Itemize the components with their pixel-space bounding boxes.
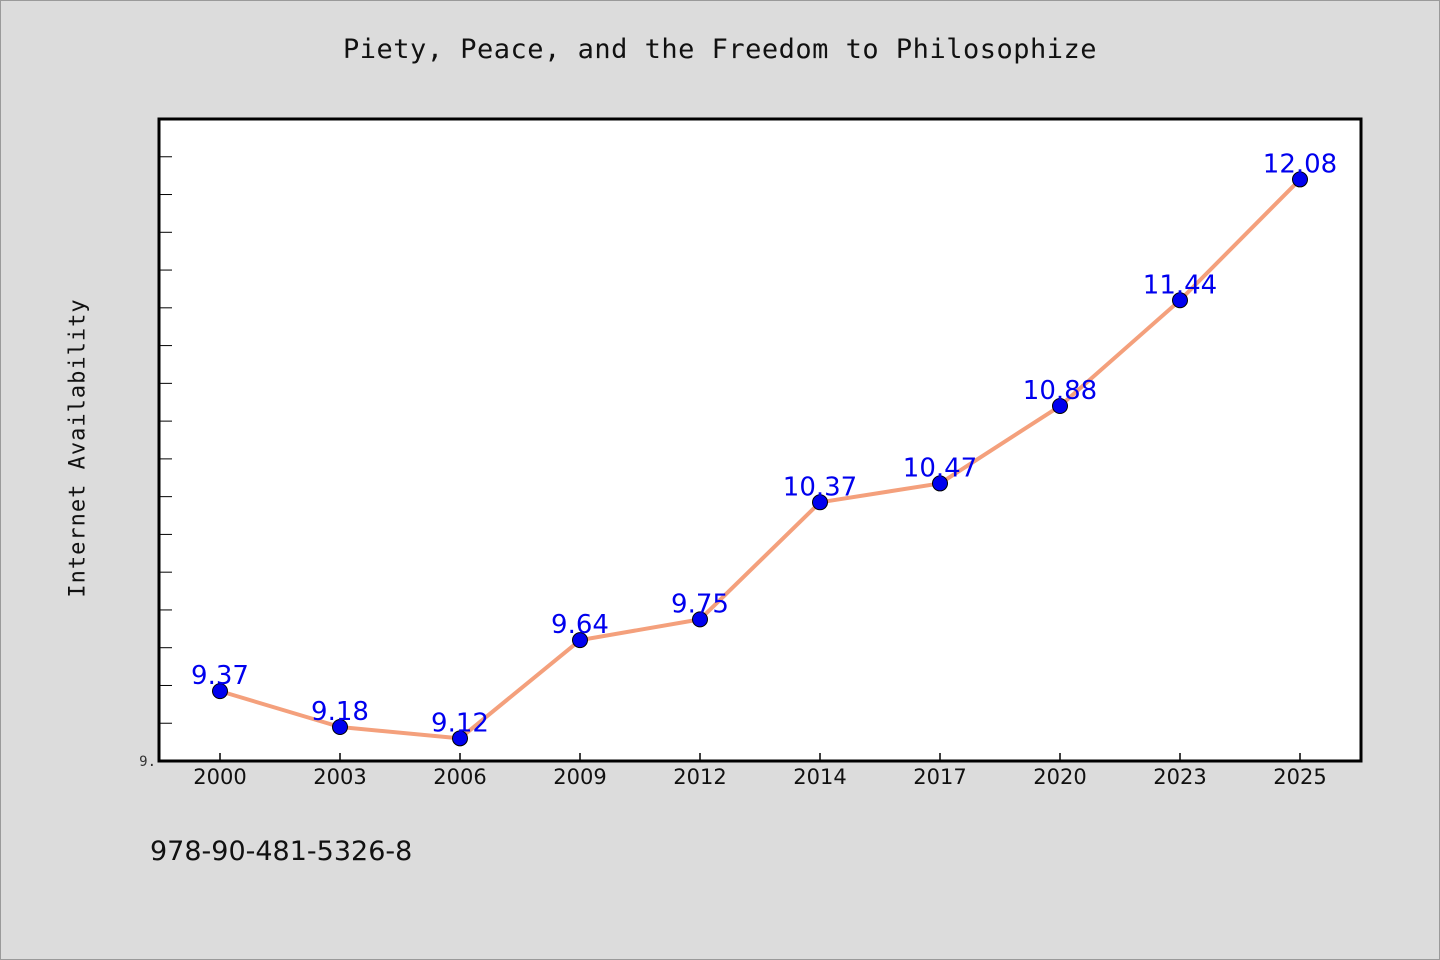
data-point [1292, 171, 1308, 188]
data-point [692, 611, 708, 628]
data-point [572, 632, 588, 649]
data-label: 9.37 [191, 661, 249, 691]
isbn-text: 978-90-481-5326-8 [150, 836, 413, 867]
x-tick-label: 2020 [1033, 765, 1086, 789]
data-label: 10.37 [783, 472, 857, 502]
x-tick-label: 2014 [793, 765, 846, 789]
data-point [212, 683, 228, 700]
x-tick-label: 2006 [433, 765, 486, 789]
x-tick-label: 2009 [553, 765, 606, 789]
plot-area [157, 117, 1363, 763]
data-point [1172, 292, 1188, 309]
x-tick-label: 2017 [913, 765, 966, 789]
data-point [1052, 398, 1068, 415]
data-label: 12.08 [1263, 149, 1337, 179]
data-label: 9.75 [671, 589, 729, 619]
chart-title: Piety, Peace, and the Freedom to Philoso… [343, 34, 1097, 65]
data-point [452, 730, 468, 747]
data-label: 11.44 [1143, 270, 1217, 300]
x-tick-label: 2023 [1153, 765, 1206, 789]
data-label: 9.12 [431, 708, 489, 738]
y-tick-label: 9. [139, 754, 156, 770]
data-label: 9.18 [311, 697, 369, 727]
series-line [218, 177, 1302, 741]
data-label: 10.88 [1023, 376, 1097, 406]
data-point [332, 719, 348, 736]
data-point [812, 494, 828, 511]
data-point [932, 475, 948, 492]
x-tick-label: 2000 [193, 765, 246, 789]
x-tick-label: 2025 [1273, 765, 1326, 789]
x-tick-label: 2003 [313, 765, 366, 789]
x-tick-label: 2012 [673, 765, 726, 789]
data-label: 10.47 [903, 453, 977, 483]
data-label: 9.64 [551, 610, 609, 640]
